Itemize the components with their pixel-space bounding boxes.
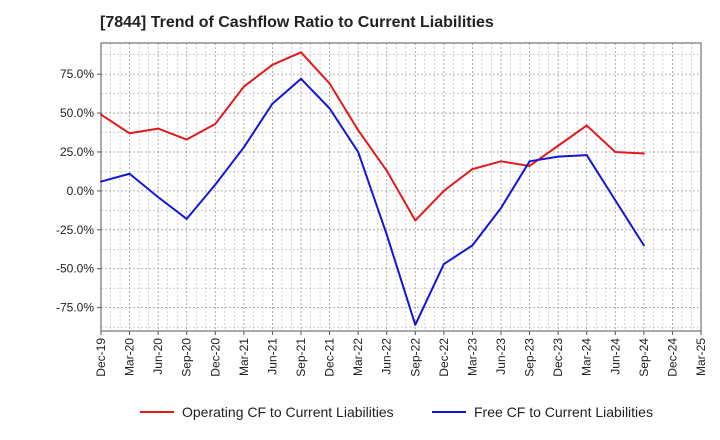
data-point-free-cf xyxy=(185,217,188,220)
data-point-operating-cf xyxy=(328,82,331,85)
data-point-free-cf xyxy=(585,154,588,157)
data-point-free-cf xyxy=(271,102,274,105)
x-tick-label: Dec-24 xyxy=(665,338,679,377)
data-point-free-cf xyxy=(528,160,531,163)
data-point-operating-cf xyxy=(271,63,274,66)
y-axis: -75.0% -50.0% -25.0% 0.0% 25.0% 50.0% 75.0% xyxy=(56,67,101,315)
data-point-operating-cf xyxy=(242,85,245,88)
data-point-operating-cf xyxy=(214,122,217,125)
x-tick-label: Jun-23 xyxy=(494,338,508,375)
data-point-operating-cf xyxy=(300,51,302,54)
data-point-free-cf xyxy=(300,77,302,80)
data-point-operating-cf xyxy=(128,132,131,135)
data-point-operating-cf xyxy=(614,150,617,153)
data-point-free-cf xyxy=(214,183,217,186)
data-point-free-cf xyxy=(328,107,331,110)
data-point-operating-cf xyxy=(500,160,502,163)
x-tick-label: Jun-24 xyxy=(608,338,622,375)
data-point-free-cf xyxy=(157,196,160,199)
data-point-free-cf xyxy=(614,199,617,202)
data-point-operating-cf xyxy=(585,124,588,127)
data-point-operating-cf xyxy=(357,129,360,132)
data-point-operating-cf xyxy=(528,164,531,167)
x-tick-label: Sep-24 xyxy=(637,338,651,377)
y-tick-label: 25.0% xyxy=(60,145,94,159)
x-tick-label: Dec-23 xyxy=(551,338,565,377)
x-tick-label: Mar-23 xyxy=(465,338,479,376)
legend-label-operating-cf: Operating CF to Current Liabilities xyxy=(182,404,394,420)
data-point-operating-cf xyxy=(100,113,102,116)
legend: Operating CF to Current Liabilities Free… xyxy=(0,404,720,424)
grid xyxy=(100,43,702,331)
data-point-free-cf xyxy=(557,155,560,158)
x-tick-label: Mar-25 xyxy=(694,338,708,376)
data-point-operating-cf xyxy=(642,152,645,155)
data-point-free-cf xyxy=(100,180,102,183)
legend-label-free-cf: Free CF to Current Liabilities xyxy=(474,404,653,420)
legend-item-free-cf: Free CF to Current Liabilities xyxy=(432,404,653,420)
x-tick-label: Jun-20 xyxy=(151,338,165,375)
y-tick-label: 50.0% xyxy=(60,106,94,120)
x-tick-label: Mar-21 xyxy=(237,338,251,376)
data-point-operating-cf xyxy=(414,219,417,222)
y-tick-label: 0.0% xyxy=(67,184,95,198)
x-tick-label: Mar-20 xyxy=(123,338,137,376)
y-tick-label: 75.0% xyxy=(60,67,94,81)
legend-swatch-operating-cf xyxy=(140,411,174,413)
x-tick-label: Dec-20 xyxy=(208,338,222,377)
data-point-free-cf xyxy=(385,233,388,236)
data-point-free-cf xyxy=(642,244,645,247)
x-tick-label: Mar-24 xyxy=(580,338,594,376)
data-point-free-cf xyxy=(357,150,360,153)
data-point-operating-cf xyxy=(442,189,445,192)
y-tick-label: -75.0% xyxy=(56,301,94,315)
x-tick-label: Jun-21 xyxy=(265,338,279,375)
data-point-operating-cf xyxy=(471,168,474,171)
x-tick-label: Jun-22 xyxy=(380,338,394,375)
y-tick-label: -25.0% xyxy=(56,223,94,237)
data-point-free-cf xyxy=(471,244,474,247)
legend-swatch-free-cf xyxy=(432,411,466,413)
data-point-free-cf xyxy=(414,323,417,326)
x-tick-label: Sep-20 xyxy=(180,338,194,377)
x-axis: Dec-19 Mar-20 Jun-20 Sep-20 Dec-20 Mar-21 Jun-… xyxy=(94,331,708,377)
data-point-free-cf xyxy=(442,263,445,266)
chart-title: [7844] Trend of Cashflow Ratio to Curren… xyxy=(100,14,494,31)
legend-item-operating-cf: Operating CF to Current Liabilities xyxy=(140,404,394,420)
x-tick-label: Dec-19 xyxy=(94,338,108,377)
data-point-free-cf xyxy=(128,172,131,175)
x-tick-label: Dec-21 xyxy=(323,338,337,377)
series-line-operating-cf xyxy=(100,51,644,222)
x-tick-label: Sep-23 xyxy=(523,338,537,377)
data-point-operating-cf xyxy=(185,138,188,141)
series xyxy=(100,51,645,326)
x-tick-label: Mar-22 xyxy=(351,338,365,376)
data-point-operating-cf xyxy=(385,169,388,172)
x-tick-label: Sep-21 xyxy=(294,338,308,377)
y-tick-label: -50.0% xyxy=(56,262,94,276)
x-tick-label: Sep-22 xyxy=(408,338,422,377)
series-line-free-cf xyxy=(100,77,645,326)
x-tick-label: Dec-22 xyxy=(437,338,451,377)
data-point-operating-cf xyxy=(157,127,160,130)
data-point-free-cf xyxy=(500,207,502,210)
data-point-operating-cf xyxy=(557,144,560,147)
plot-area xyxy=(100,42,702,332)
data-point-free-cf xyxy=(242,146,245,149)
